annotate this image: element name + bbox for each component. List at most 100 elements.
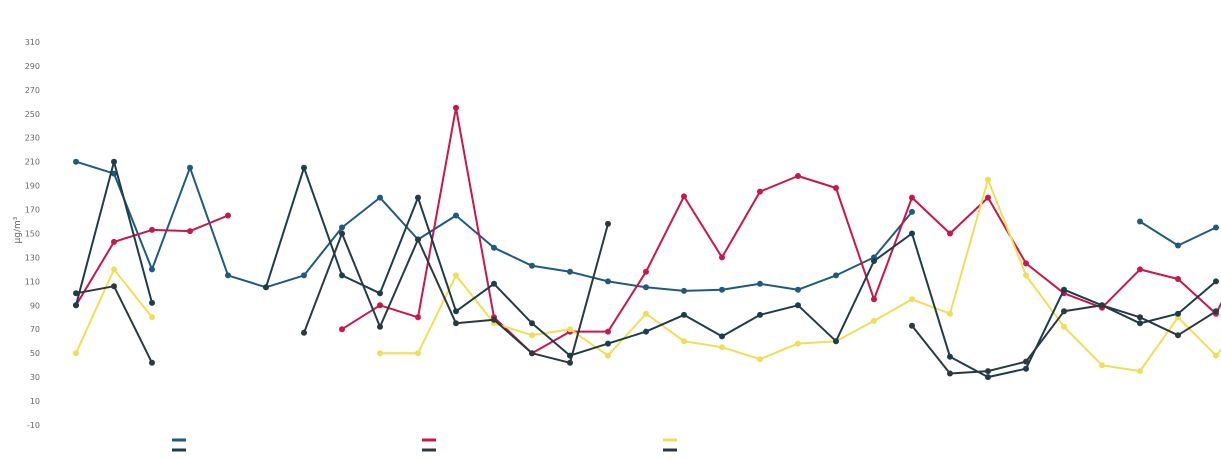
- data-point: [149, 314, 155, 321]
- data-point: [111, 266, 117, 273]
- data-point: [1213, 224, 1219, 231]
- series-line-group: [73, 104, 1221, 357]
- data-point: [719, 254, 725, 261]
- data-point: [567, 268, 573, 275]
- data-point: [529, 262, 535, 269]
- data-point: [529, 332, 535, 339]
- y-axis-ticks: -10 10 30 50 70 90 110 130 150 170 190 210 230 250 270…: [25, 38, 40, 430]
- data-point: [909, 194, 915, 201]
- data-point: [1023, 358, 1029, 365]
- data-point: [909, 208, 915, 215]
- data-point: [1137, 320, 1143, 327]
- data-point: [947, 353, 953, 360]
- data-point: [985, 194, 991, 201]
- data-point: [757, 280, 763, 287]
- data-point: [1175, 310, 1181, 317]
- y-tick-label: 190: [25, 182, 40, 191]
- data-point: [757, 356, 763, 363]
- data-point: [1175, 242, 1181, 249]
- data-point: [871, 296, 877, 303]
- data-point: [1137, 218, 1143, 225]
- data-point: [187, 164, 193, 171]
- data-point: [1137, 368, 1143, 375]
- y-tick-label: 50: [30, 349, 40, 358]
- data-point: [73, 290, 79, 297]
- data-point: [681, 311, 687, 318]
- data-point: [985, 368, 991, 375]
- data-point: [339, 224, 345, 231]
- series-line: [303, 223, 609, 364]
- y-tick-label: 290: [25, 62, 40, 71]
- data-point: [795, 340, 801, 347]
- data-point: [377, 194, 383, 201]
- data-point: [947, 230, 953, 237]
- data-point: [187, 228, 193, 235]
- y-tick-label: 30: [30, 373, 40, 382]
- data-point: [1137, 266, 1143, 273]
- series-line: [380, 178, 1221, 373]
- data-point: [263, 284, 269, 291]
- data-point: [453, 212, 459, 219]
- data-point: [149, 266, 155, 273]
- data-point: [377, 350, 383, 357]
- data-point: [643, 310, 649, 317]
- series-line-group: [73, 176, 1221, 375]
- data-point: [111, 238, 117, 245]
- data-point: [149, 226, 155, 233]
- data-point: [1175, 332, 1181, 339]
- data-point: [529, 350, 535, 357]
- data-point: [833, 338, 839, 345]
- data-point: [605, 278, 611, 285]
- data-point: [73, 302, 79, 309]
- data-point: [681, 287, 687, 294]
- series-line: [265, 166, 1217, 379]
- data-point: [795, 286, 801, 293]
- y-tick-label: 250: [25, 110, 40, 119]
- data-point: [415, 236, 421, 243]
- data-point: [453, 104, 459, 111]
- y-tick-label: 210: [25, 158, 40, 167]
- data-point: [491, 316, 497, 323]
- data-point: [947, 370, 953, 377]
- data-point: [301, 272, 307, 279]
- data-point: [681, 193, 687, 200]
- data-point: [111, 170, 117, 177]
- data-point: [833, 185, 839, 191]
- data-point: [909, 230, 915, 237]
- data-point: [339, 272, 345, 279]
- data-point: [871, 317, 877, 324]
- data-point: [1099, 302, 1105, 309]
- y-tick-label: 130: [25, 253, 40, 262]
- data-point: [453, 320, 459, 327]
- series-line-group: [73, 158, 1219, 381]
- data-point: [681, 338, 687, 345]
- data-point: [225, 272, 231, 279]
- data-point: [491, 244, 497, 251]
- series-line: [1139, 220, 1217, 247]
- data-point: [377, 323, 383, 330]
- data-point: [415, 350, 421, 357]
- y-tick-label: 110: [25, 277, 40, 286]
- data-point: [1061, 323, 1067, 330]
- data-point: [1061, 286, 1067, 293]
- data-point: [795, 173, 801, 179]
- y-tick-label: 10: [30, 397, 40, 406]
- chart-legend: [172, 438, 677, 452]
- y-axis-label: μg/m³: [13, 216, 23, 243]
- data-point: [73, 158, 79, 165]
- data-point: [1099, 362, 1105, 369]
- data-point: [149, 299, 155, 306]
- data-point: [871, 258, 877, 264]
- data-point: [1213, 278, 1219, 285]
- data-point: [339, 326, 345, 333]
- y-tick-label: 150: [25, 229, 40, 238]
- data-point: [301, 164, 307, 171]
- data-point: [377, 290, 383, 297]
- y-tick-label: 170: [25, 206, 40, 215]
- data-point: [985, 374, 991, 381]
- data-point: [719, 344, 725, 351]
- data-point: [605, 328, 611, 335]
- data-point: [605, 220, 611, 227]
- data-point: [757, 311, 763, 318]
